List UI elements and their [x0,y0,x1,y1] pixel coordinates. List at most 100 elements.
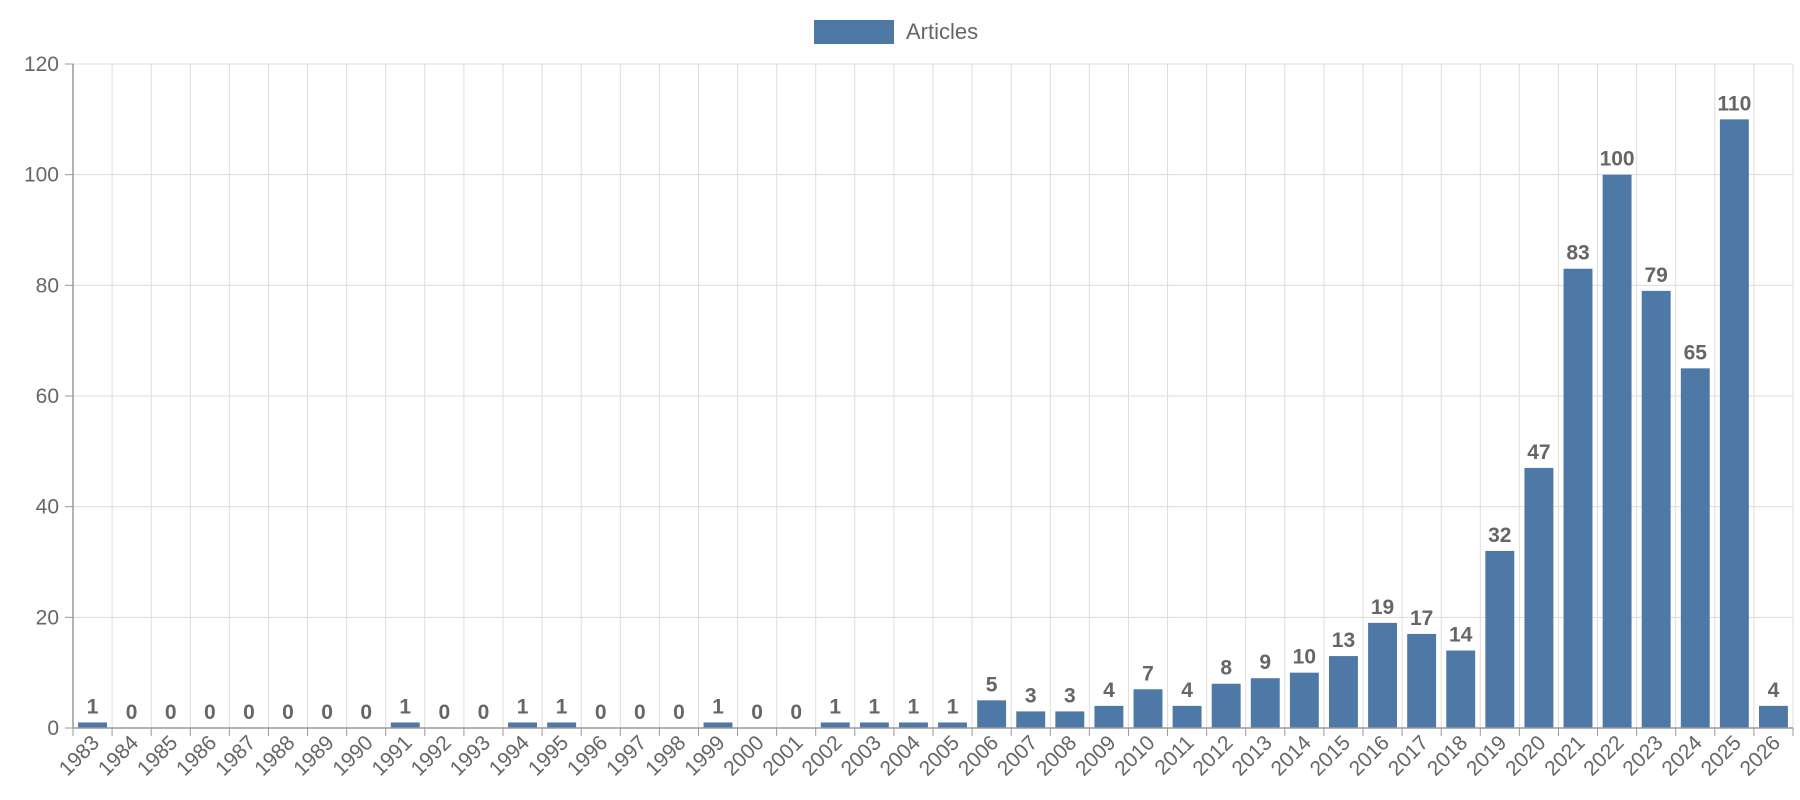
bar-2009[interactable] [1094,705,1124,728]
data-label-2004: 1 [908,695,920,718]
x-tick-label-2004: 2004 [876,731,926,781]
data-label-1984: 0 [126,701,138,724]
data-label-1996: 0 [595,701,607,724]
bar-1994[interactable] [508,722,538,728]
x-tick-label-2024: 2024 [1658,731,1708,781]
x-tick-label-2018: 2018 [1423,731,1472,780]
bar-2005[interactable] [938,722,968,728]
x-tick-label-2015: 2015 [1306,731,1355,780]
bar-2016[interactable] [1368,622,1398,728]
data-label-2012: 8 [1220,657,1232,680]
bar-2006[interactable] [977,700,1007,728]
data-label-1983: 1 [87,695,99,718]
x-tick-label-1988: 1988 [250,731,299,780]
x-tick-label-2007: 2007 [993,731,1042,780]
data-label-2015: 13 [1332,629,1355,652]
bar-1983[interactable] [78,722,108,728]
bar-2004[interactable] [898,722,928,728]
data-label-2007: 3 [1025,684,1037,707]
bar-2014[interactable] [1289,672,1319,728]
bar-2011[interactable] [1172,705,1202,728]
bar-1995[interactable] [547,722,577,728]
bar-2008[interactable] [1055,711,1085,728]
x-tick-label-2023: 2023 [1618,731,1667,780]
y-tick-label: 100 [24,164,59,187]
data-label-2022: 100 [1600,148,1635,171]
bar-1991[interactable] [390,722,420,728]
data-label-2025: 110 [1717,92,1751,115]
data-label-2018: 14 [1449,624,1473,647]
x-tick-label-1986: 1986 [172,731,221,780]
x-tick-label-2017: 2017 [1384,731,1433,780]
bar-2015[interactable] [1328,656,1358,728]
x-tick-label-1996: 1996 [563,731,612,780]
x-tick-label-2000: 2000 [719,731,768,780]
bar-2013[interactable] [1250,678,1280,728]
bar-2012[interactable] [1211,683,1241,728]
bar-2023[interactable] [1641,290,1671,728]
x-tick-label-2011: 2011 [1150,731,1198,779]
gridlines [72,63,1794,729]
data-label-2024: 65 [1684,341,1708,364]
data-label-1991: 1 [399,695,411,718]
bar-2020[interactable] [1524,467,1554,728]
x-tick-label-2014: 2014 [1267,731,1317,781]
bar-2007[interactable] [1016,711,1046,728]
data-label-1993: 0 [478,701,490,724]
data-label-2020: 47 [1527,441,1550,464]
x-tick-label-1990: 1990 [328,731,377,780]
data-label-2013: 9 [1259,651,1271,674]
data-label-1997: 0 [634,701,646,724]
data-label-1985: 0 [165,701,177,724]
data-label-2000: 0 [751,701,763,724]
data-label-1999: 1 [712,695,724,718]
bar-2024[interactable] [1680,368,1710,728]
x-tick-label-2022: 2022 [1579,731,1628,780]
data-label-2023: 79 [1645,264,1668,287]
bar-2019[interactable] [1485,550,1515,728]
bar-2003[interactable] [859,722,889,728]
x-tick-label-1993: 1993 [446,731,495,780]
bar-2017[interactable] [1407,633,1437,728]
axes [65,63,1794,736]
x-tick-label-1992: 1992 [407,731,456,780]
data-label-1988: 0 [282,701,294,724]
data-label-2002: 1 [829,695,841,718]
bar-1999[interactable] [703,722,733,728]
x-tick-label-2012: 2012 [1188,731,1237,780]
x-tick-label-1985: 1985 [133,731,182,780]
bar-2026[interactable] [1758,705,1788,728]
data-label-1987: 0 [243,701,255,724]
x-tick-label-1999: 1999 [680,731,729,780]
bar-2025[interactable] [1719,119,1749,729]
bars [78,119,1788,729]
x-tick-label-2013: 2013 [1228,731,1277,780]
data-label-2001: 0 [790,701,802,724]
bar-2002[interactable] [820,722,850,728]
data-label-2005: 1 [947,695,959,718]
bar-2018[interactable] [1446,650,1476,728]
y-tick-label: 0 [47,717,59,740]
data-label-2003: 1 [869,695,881,718]
legend-label-articles[interactable]: Articles [906,19,978,44]
x-tick-label-1984: 1984 [94,731,144,781]
data-label-2017: 17 [1410,607,1433,630]
x-tick-label-2009: 2009 [1071,731,1120,780]
x-tick-label-2002: 2002 [798,731,847,780]
data-label-2008: 3 [1064,684,1076,707]
data-label-2010: 7 [1142,662,1154,685]
bar-2022[interactable] [1602,174,1632,728]
labels: 0204060801001201198301984019850198601987… [24,53,1785,781]
data-label-2021: 83 [1566,242,1589,265]
x-tick-label-2008: 2008 [1032,731,1081,780]
x-tick-label-2016: 2016 [1345,731,1394,780]
legend-swatch[interactable] [814,20,894,44]
legend[interactable]: Articles [814,19,978,44]
bar-2021[interactable] [1563,268,1593,728]
y-tick-label: 120 [24,53,59,76]
bar-2010[interactable] [1133,689,1163,728]
data-label-2009: 4 [1103,679,1115,702]
y-tick-label: 40 [36,496,59,519]
data-label-1990: 0 [360,701,372,724]
